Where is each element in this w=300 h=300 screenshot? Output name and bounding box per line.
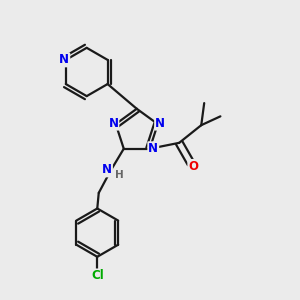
Text: O: O — [188, 160, 198, 173]
Text: N: N — [59, 53, 69, 66]
Text: H: H — [115, 170, 124, 180]
Text: N: N — [155, 117, 165, 130]
Text: Cl: Cl — [91, 269, 103, 282]
Text: N: N — [102, 164, 112, 176]
Text: N: N — [148, 142, 158, 155]
Text: N: N — [108, 117, 118, 130]
